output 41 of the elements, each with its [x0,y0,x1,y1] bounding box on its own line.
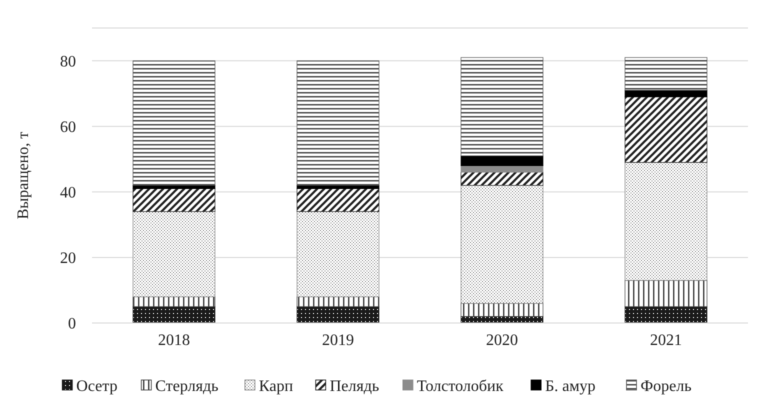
bar [460,156,544,166]
bar [296,60,380,186]
legend-label: Форель [640,378,692,395]
bar [132,185,216,189]
y-tick-label: 0 [68,316,76,333]
x-tick-label: 2019 [322,332,354,349]
bar [296,211,380,298]
x-tick-label: 2020 [486,332,518,349]
bar [460,165,544,173]
legend-label: Осетр [76,378,118,395]
x-tick-label: 2018 [158,332,190,349]
y-tick-label: 60 [60,118,76,136]
x-tick-label: 2021 [650,332,682,349]
bar [624,96,708,163]
bar [296,306,380,324]
bar [624,90,708,98]
bar [132,60,216,186]
y-tick-label: 40 [60,184,76,202]
legend-label: Стерлядь [155,378,218,395]
bar [624,57,708,91]
bar [132,188,216,212]
bar [624,280,708,307]
legend-label: Б. амур [545,378,596,395]
y-tick-label: 80 [60,53,76,70]
bar [460,185,544,304]
bar [296,188,380,212]
bar [624,306,708,324]
legend-label: Толстолобик [416,378,504,395]
bar [296,296,380,307]
legend-label: Пелядь [330,378,380,395]
y-tick-label: 20 [60,250,76,268]
bar [460,303,544,317]
y-axis-title: Выращено, т [15,132,32,220]
bar [460,172,544,186]
legend-label: Карп [258,378,294,395]
bar [296,185,380,189]
bar [132,211,216,298]
bar [460,57,544,156]
bar [132,296,216,307]
bar [624,162,708,281]
bar [132,306,216,324]
